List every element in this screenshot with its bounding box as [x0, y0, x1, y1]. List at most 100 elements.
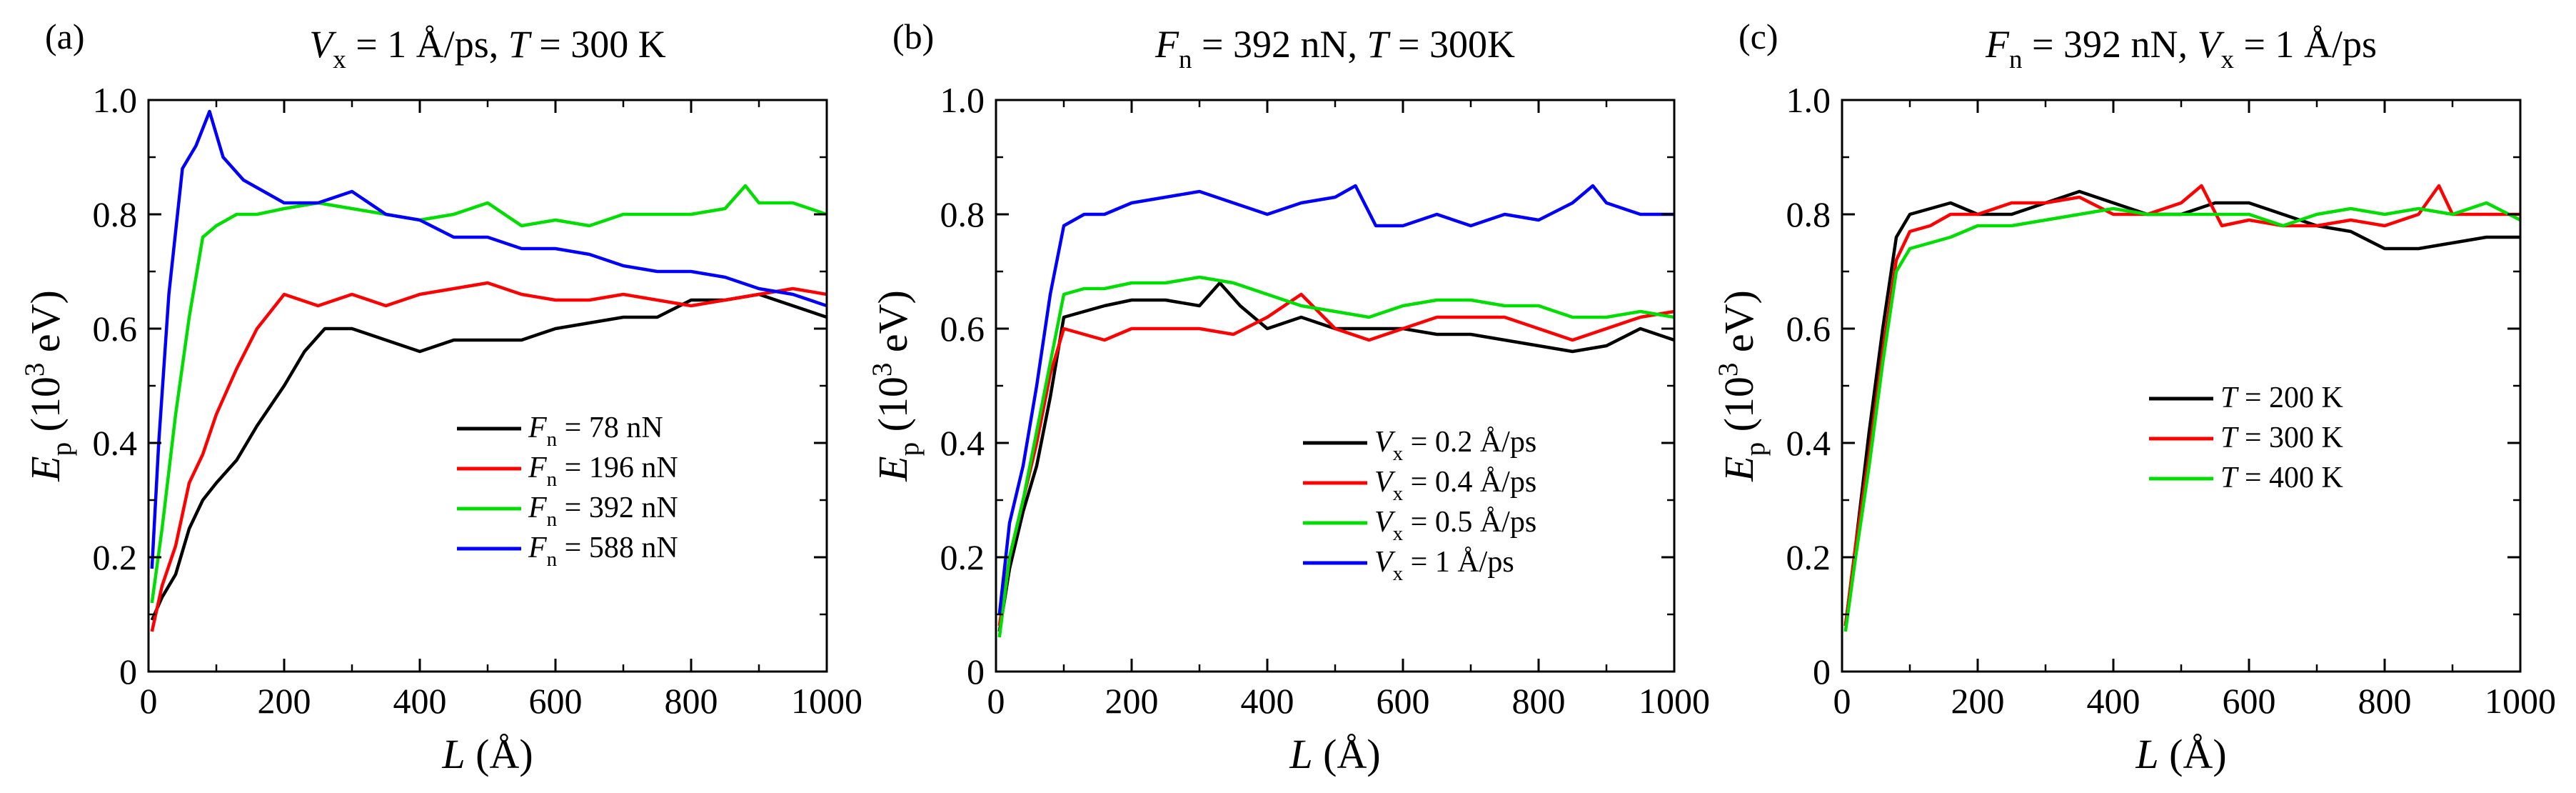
x-tick-label: 1000 — [1639, 681, 1710, 721]
x-tick-label: 0 — [1833, 681, 1851, 721]
text-part: = 300 K — [530, 23, 666, 66]
text-part: F — [1985, 23, 2010, 66]
text-part: T — [508, 23, 533, 66]
text-part: = 400 K — [2237, 462, 2343, 494]
y-tick-label: 1.0 — [1786, 80, 1831, 120]
text-part: (Å) — [1313, 731, 1381, 777]
text-part: V — [1374, 466, 1396, 499]
text-part: x — [2220, 45, 2234, 74]
legend: T = 200 KT = 300 KT = 400 K — [2149, 381, 2343, 494]
y-tick-label: 0 — [967, 652, 985, 692]
text-part: F — [1154, 23, 1179, 66]
x-tick-label: 800 — [2358, 681, 2412, 721]
text-part: = 1 Å/ps, — [346, 23, 508, 66]
text-part: x — [1393, 562, 1404, 585]
y-tick-label: 0.6 — [1786, 309, 1831, 349]
series-line-0-4ps — [997, 292, 1674, 627]
text-part: n — [1179, 45, 1192, 74]
series-line-0-2ps — [997, 281, 1674, 632]
x-tick-label: 1000 — [2485, 681, 2556, 721]
series-line-200K — [1843, 189, 2520, 627]
x-axis-label: L (Å) — [441, 731, 533, 777]
panel-title: Fn = 392 nN, Vx = 1 Å/ps — [1985, 23, 2377, 74]
text-part: = 300K — [1389, 23, 1515, 66]
legend-label: Fn = 196 nN — [528, 452, 678, 491]
text-part: V — [1374, 426, 1396, 459]
text-part: F — [528, 492, 547, 524]
y-tick-label: 1.0 — [93, 80, 138, 120]
x-tick-label: 600 — [529, 681, 583, 721]
panel-letter: (c) — [1739, 16, 1778, 56]
text-part: (10 — [1716, 376, 1762, 442]
text-part: = 392 nN, — [1192, 23, 1367, 66]
text-part: = 196 nN — [557, 452, 678, 484]
chart-panel-c: 0 200 400 600 800 1000 0 0.2 0.4 0.6 0.8 1.0 L (Å) Ep… — [1713, 16, 2556, 777]
text-part: 3 — [867, 363, 897, 377]
text-part: T — [2220, 381, 2239, 414]
text-part: = 78 nN — [557, 412, 663, 444]
text-part: L — [1289, 731, 1312, 777]
text-part: = 588 nN — [557, 532, 678, 564]
x-axis-label: L (Å) — [1289, 731, 1380, 777]
x-tick-label: 0 — [140, 681, 158, 721]
text-part: E — [22, 456, 69, 482]
legend-label: Fn = 588 nN — [528, 532, 678, 571]
text-part: (10 — [870, 376, 916, 442]
text-part: E — [870, 456, 916, 482]
text-part: n — [547, 468, 558, 491]
text-part: x — [1393, 482, 1404, 505]
text-part: n — [547, 548, 558, 571]
legend-label: Vx = 0.4 Å/ps — [1374, 466, 1536, 505]
x-tick-label: 200 — [1951, 681, 2005, 721]
legend-label: T = 400 K — [2220, 462, 2343, 494]
text-part: T — [2220, 422, 2239, 454]
legend-label: T = 300 K — [2220, 422, 2343, 454]
panel-title: Fn = 392 nN, T = 300K — [1154, 23, 1515, 74]
y-tick-label: 0.4 — [940, 423, 985, 463]
y-tick-label: 0.8 — [1786, 194, 1831, 234]
text-part: L — [2135, 731, 2158, 777]
x-tick-label: 600 — [2223, 681, 2276, 721]
y-tick-label: 0.2 — [93, 537, 138, 577]
text-part: x — [1393, 442, 1404, 465]
text-part: , — [2178, 23, 2197, 66]
y-tick-label: 0 — [119, 652, 137, 692]
chart-panel-b: 0 200 400 600 800 1000 0 0.2 0.4 0.6 0.8 1.0 L (Å) Ep… — [867, 16, 1710, 777]
text-part: V — [1374, 546, 1396, 579]
text-part: n — [547, 508, 558, 531]
series-line-392nN — [150, 184, 827, 604]
text-part: (Å) — [2159, 731, 2227, 777]
x-tick-label: 1000 — [791, 681, 862, 721]
text-part: F — [528, 452, 547, 484]
text-part: eV) — [22, 290, 69, 362]
text-part: x — [1393, 522, 1404, 545]
series-line-400K — [1843, 201, 2520, 632]
series-line-196nN — [150, 281, 827, 632]
x-tick-label: 800 — [1512, 681, 1566, 721]
text-part: 3 — [19, 363, 50, 377]
x-tick-label: 400 — [2087, 681, 2140, 721]
x-tick-label: 800 — [665, 681, 718, 721]
text-part: F — [528, 532, 547, 564]
text-part: eV) — [1716, 290, 1762, 362]
legend-label: Vx = 0.5 Å/ps — [1374, 506, 1536, 545]
x-axis-label: L (Å) — [2135, 731, 2226, 777]
y-tick-label: 0.2 — [940, 537, 985, 577]
legend-label: Fn = 392 nN — [528, 492, 678, 531]
text-part: = 392 nN — [557, 492, 678, 524]
series-group — [1843, 184, 2520, 632]
legend-label: Vx = 0.2 Å/ps — [1374, 426, 1536, 465]
text-part: p — [1740, 442, 1771, 457]
text-part: T — [2220, 462, 2239, 494]
y-tick-label: 0.4 — [1786, 423, 1831, 463]
series-line-588nN — [150, 109, 827, 569]
chart-panel-a: 0 200 400 600 800 1000 0 0.2 0.4 0.6 0.8 1.0 L (Å) Ep… — [19, 16, 862, 777]
text-part: (Å) — [466, 731, 533, 777]
text-part: = 1 Å/ps — [2234, 23, 2377, 66]
x-tick-label: 600 — [1377, 681, 1430, 721]
legend-label: T = 200 K — [2220, 381, 2343, 414]
text-part: V — [309, 23, 337, 66]
